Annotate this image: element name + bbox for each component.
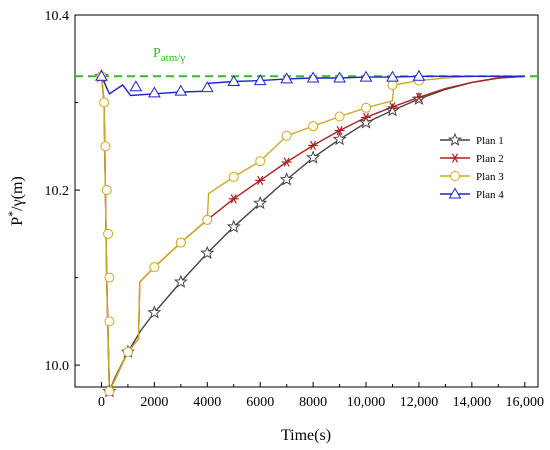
legend-marker bbox=[448, 187, 462, 199]
reference-line-label: Patm/γ bbox=[153, 46, 185, 64]
data-point bbox=[253, 195, 268, 210]
data-point bbox=[280, 72, 294, 84]
data-point bbox=[104, 386, 115, 397]
data-point bbox=[95, 69, 108, 81]
data-point bbox=[385, 103, 400, 117]
data-point bbox=[361, 102, 372, 113]
data-point bbox=[103, 228, 114, 239]
x-tick-label: 6000 bbox=[246, 395, 274, 410]
data-point bbox=[361, 112, 372, 123]
legend-label: Plan 3 bbox=[476, 171, 504, 183]
legend-label: Plan 2 bbox=[476, 153, 504, 165]
data-point bbox=[101, 185, 112, 196]
data-point bbox=[129, 80, 143, 92]
series-group bbox=[94, 68, 525, 398]
legend-marker bbox=[450, 153, 460, 163]
data-point bbox=[149, 262, 160, 273]
data-point bbox=[99, 97, 110, 108]
legend: Plan 1 Plan 2 Plan 3 Plan 4 bbox=[440, 132, 504, 201]
y-axis-title: P*/γ(m) bbox=[5, 176, 26, 226]
data-point bbox=[359, 70, 373, 82]
legend-marker bbox=[447, 132, 463, 146]
x-axis-title: Time(s) bbox=[281, 427, 331, 444]
data-point bbox=[255, 156, 266, 167]
data-point bbox=[281, 130, 292, 141]
data-point bbox=[386, 70, 399, 82]
data-point bbox=[173, 274, 188, 288]
data-point bbox=[308, 140, 319, 151]
data-point bbox=[334, 125, 345, 136]
x-tick-label: 12,000 bbox=[400, 395, 439, 410]
x-tick-label: 10,000 bbox=[347, 395, 386, 410]
data-point bbox=[412, 69, 426, 81]
axes-group: 0 2000 4000 6000 8000 10,000 12,000 14,000 16,00… bbox=[45, 9, 545, 410]
data-point bbox=[200, 245, 215, 260]
data-point bbox=[200, 81, 214, 93]
data-point bbox=[104, 316, 115, 327]
data-point bbox=[226, 219, 241, 233]
data-point bbox=[359, 115, 374, 129]
data-point bbox=[255, 175, 266, 186]
data-point bbox=[308, 121, 319, 132]
series-markers-2 bbox=[96, 71, 424, 397]
data-point bbox=[227, 75, 241, 87]
y-tick-label: 10.4 bbox=[45, 9, 70, 24]
series-markers-3 bbox=[96, 71, 424, 397]
legend-marker bbox=[450, 171, 460, 181]
data-point bbox=[202, 214, 213, 225]
legend-label: Plan 1 bbox=[476, 135, 504, 147]
data-point bbox=[387, 102, 398, 112]
legend-label: Plan 4 bbox=[476, 189, 504, 201]
data-point bbox=[281, 157, 292, 167]
series-markers-4 bbox=[95, 69, 426, 98]
data-point bbox=[147, 305, 162, 319]
data-point bbox=[175, 237, 186, 248]
series-markers-1 bbox=[94, 68, 426, 398]
x-tick-label: 0 bbox=[98, 395, 105, 410]
plot-frame bbox=[74, 14, 539, 388]
data-point bbox=[306, 150, 321, 164]
data-point bbox=[100, 141, 111, 152]
x-tick-label: 16,000 bbox=[506, 395, 545, 410]
data-point bbox=[333, 71, 346, 83]
x-tick-label: 8000 bbox=[299, 395, 327, 410]
data-point bbox=[104, 272, 115, 283]
data-point bbox=[228, 194, 239, 204]
data-point bbox=[306, 71, 320, 83]
data-point bbox=[228, 171, 239, 182]
data-point bbox=[174, 84, 188, 96]
data-point bbox=[387, 80, 398, 91]
data-point bbox=[148, 86, 161, 98]
reference-line-group: Patm/γ bbox=[75, 46, 538, 78]
data-point bbox=[332, 131, 347, 146]
x-tick-label: 2000 bbox=[140, 395, 168, 410]
data-point bbox=[279, 172, 294, 186]
data-point bbox=[334, 111, 345, 122]
y-tick-label: 10.0 bbox=[45, 359, 70, 374]
data-point bbox=[413, 92, 424, 102]
y-tick-label: 10.2 bbox=[45, 184, 70, 199]
data-point bbox=[253, 74, 267, 86]
x-tick-label: 4000 bbox=[193, 395, 221, 410]
data-point bbox=[122, 346, 133, 357]
x-tick-label: 14,000 bbox=[453, 395, 492, 410]
